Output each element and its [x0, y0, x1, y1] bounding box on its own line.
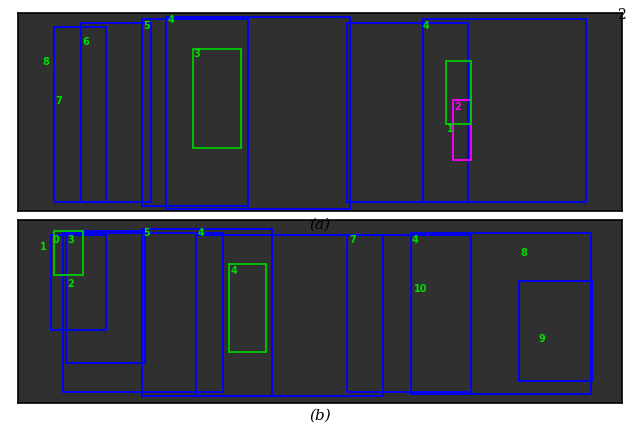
- Text: 6: 6: [82, 37, 89, 47]
- Text: 4: 4: [230, 266, 237, 276]
- Bar: [166, 17, 350, 209]
- Text: 8: 8: [520, 248, 527, 258]
- Bar: [67, 231, 145, 363]
- Text: 10: 10: [413, 284, 427, 294]
- Text: 2: 2: [617, 8, 626, 22]
- Bar: [411, 233, 591, 394]
- Bar: [229, 264, 266, 352]
- Bar: [347, 235, 471, 392]
- Text: 5: 5: [143, 21, 150, 31]
- Bar: [142, 19, 248, 205]
- Bar: [54, 231, 83, 275]
- Text: 0: 0: [53, 235, 60, 245]
- Text: (b): (b): [309, 409, 331, 423]
- Text: 1: 1: [40, 242, 47, 252]
- Bar: [193, 49, 241, 148]
- Text: 3: 3: [67, 235, 74, 245]
- Bar: [63, 233, 223, 392]
- Bar: [453, 100, 471, 160]
- Bar: [520, 281, 592, 382]
- Text: 4: 4: [412, 235, 419, 245]
- Text: 2: 2: [454, 102, 461, 112]
- Bar: [142, 229, 271, 396]
- Text: 4: 4: [198, 228, 205, 238]
- Text: 2: 2: [67, 279, 74, 289]
- Bar: [54, 27, 106, 201]
- Text: 8: 8: [42, 57, 49, 67]
- Text: 7: 7: [349, 235, 356, 245]
- Text: 4: 4: [422, 21, 429, 31]
- Bar: [347, 23, 468, 201]
- Bar: [81, 23, 151, 201]
- Bar: [445, 61, 471, 124]
- Bar: [196, 235, 383, 396]
- Text: (a): (a): [309, 218, 331, 232]
- Bar: [51, 235, 106, 330]
- Text: 9: 9: [539, 334, 545, 344]
- Text: 7: 7: [56, 96, 62, 106]
- Text: 3: 3: [193, 49, 200, 59]
- Text: 4: 4: [168, 15, 175, 25]
- Bar: [422, 19, 586, 201]
- Text: 1: 1: [447, 124, 454, 134]
- Text: 5: 5: [143, 228, 150, 238]
